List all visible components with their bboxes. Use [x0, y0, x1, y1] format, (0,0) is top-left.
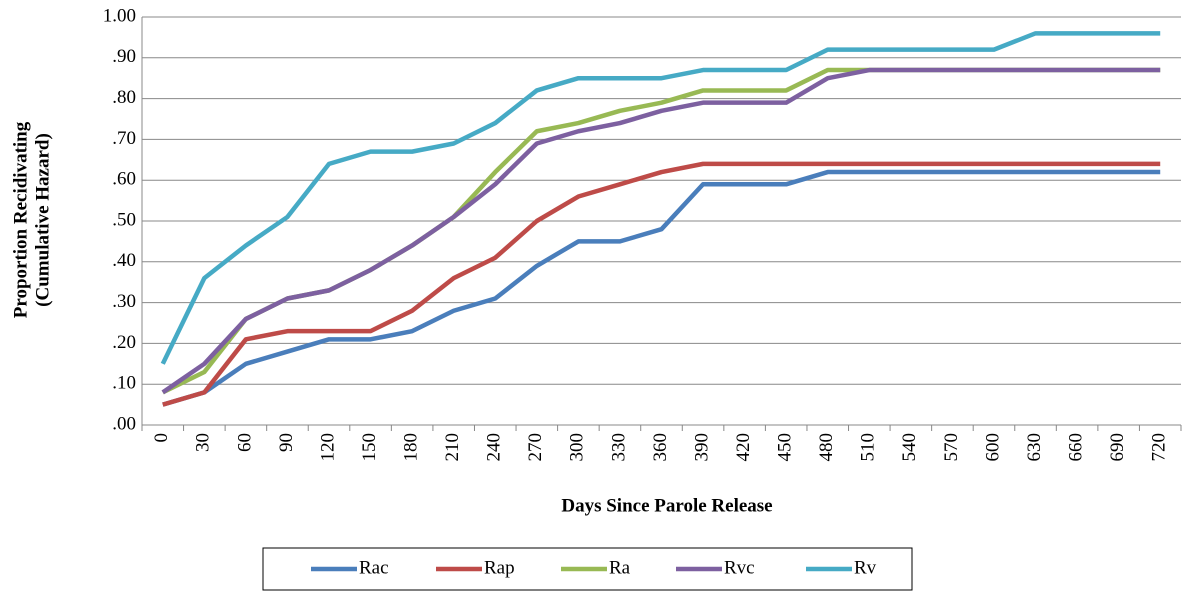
x-tick-label: 690: [1107, 433, 1128, 462]
series-line: [161, 67, 1161, 395]
y-tick-label: .00: [112, 413, 136, 434]
x-tick-label: 150: [359, 433, 380, 462]
x-tick-label: 30: [193, 433, 214, 452]
series-line: [162, 161, 1161, 407]
x-axis-title: Days Since Parole Release: [561, 495, 772, 516]
y-tick-label: .50: [112, 209, 136, 230]
series-line: [162, 169, 1161, 407]
y-tick-label: 1.00: [103, 5, 136, 26]
x-tick-label: 720: [1149, 433, 1170, 462]
x-tick-label: 60: [234, 433, 255, 452]
x-tick-label: 270: [525, 433, 546, 462]
x-tick-label: 330: [608, 433, 629, 462]
y-tick-label: .70: [112, 128, 136, 149]
legend-label: Rvc: [724, 557, 755, 578]
x-tick-label: 300: [567, 433, 588, 462]
x-tick-label: 90: [276, 433, 297, 452]
y-tick-label: .80: [112, 87, 136, 108]
x-tick-label: 120: [317, 433, 338, 462]
x-tick-label: 360: [650, 433, 671, 462]
x-tick-label: 600: [982, 433, 1003, 462]
y-axis-title-line: (Cumulative Hazard): [32, 133, 53, 307]
y-tick-label: .60: [112, 169, 136, 190]
x-tick-label: 540: [899, 433, 920, 462]
y-tick-label: .40: [112, 250, 136, 271]
series-line: [160, 31, 1161, 365]
x-tick-label: 570: [941, 433, 962, 462]
y-axis-title: Proportion Recidivating (Cumulative Haza…: [10, 121, 53, 318]
y-tick-label: .10: [112, 373, 136, 394]
x-tick-label: 180: [400, 433, 421, 462]
legend-label: Ra: [609, 557, 631, 578]
y-tick-label: .20: [112, 332, 136, 353]
x-tick-label: 0: [151, 433, 172, 443]
x-tick-label: 390: [691, 433, 712, 462]
x-tick-label: 480: [816, 433, 837, 462]
x-tick-label: 660: [1065, 433, 1086, 462]
x-tick-label: 450: [775, 433, 796, 462]
legend-box: [262, 547, 913, 591]
y-tick-label: .90: [112, 46, 136, 67]
y-axis-title-line: Proportion Recidivating: [10, 121, 31, 318]
legend-label: Rac: [359, 557, 389, 578]
x-tick-label: 210: [442, 433, 463, 462]
x-tick-label: 240: [484, 433, 505, 462]
legend-label: Rap: [484, 557, 515, 578]
x-tick-label: 630: [1024, 433, 1045, 462]
y-tick-label: .30: [112, 291, 136, 312]
x-tick-label: 510: [858, 433, 879, 462]
x-tick-label: 420: [733, 433, 754, 462]
legend-label: Rv: [854, 557, 877, 578]
